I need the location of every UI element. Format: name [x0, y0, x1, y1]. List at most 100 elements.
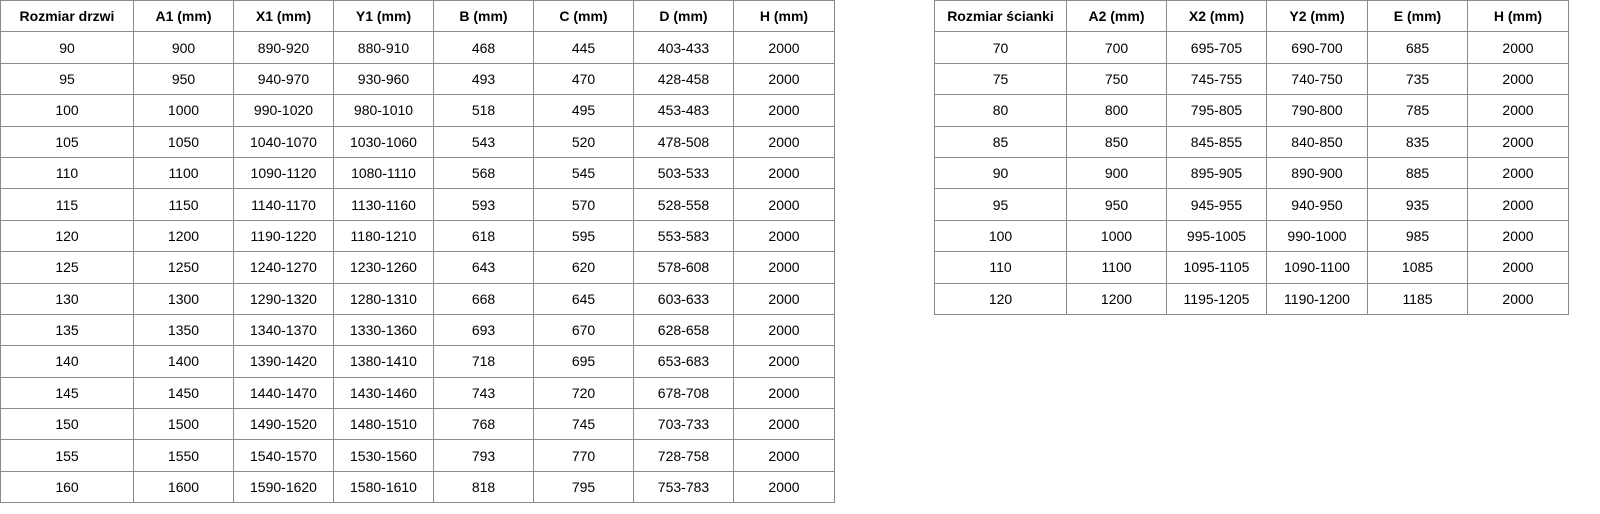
table-cell: 1290-1320 — [233, 282, 334, 315]
table-cell: 2000 — [733, 408, 835, 441]
table-cell: 653-683 — [633, 345, 734, 378]
table-row: 100 1000 990-1020 980-1010 518 495 453-483 2000 — [0, 94, 835, 127]
table-cell: 745 — [533, 408, 634, 441]
table-cell: 90 — [0, 31, 134, 64]
table-cell: 1600 — [133, 470, 234, 504]
table-cell: 2000 — [733, 282, 835, 315]
table-cell: 130 — [0, 282, 134, 315]
table-cell: 495 — [533, 94, 634, 127]
table-row: 80 800 795-805 790-800 785 2000 — [934, 94, 1569, 127]
table-cell: 520 — [533, 125, 634, 158]
table-cell: 1550 — [133, 439, 234, 472]
table-cell: 493 — [433, 62, 534, 96]
table-row: 130 1300 1290-1320 1280-1310 668 645 603-633 20… — [0, 282, 835, 315]
table-cell: 1140-1170 — [233, 188, 334, 221]
table-cell: 595 — [533, 219, 634, 253]
table-cell: 478-508 — [633, 125, 734, 158]
table-row: 125 1250 1240-1270 1230-1260 643 620 578-608 20… — [0, 251, 835, 284]
table-cell: 2000 — [733, 219, 835, 253]
table-cell: 668 — [433, 282, 534, 315]
table-cell: 1185 — [1367, 282, 1468, 315]
table-cell: 403-433 — [633, 31, 734, 64]
table-cell: 1230-1260 — [333, 251, 434, 284]
table-cell: 703-733 — [633, 408, 734, 441]
table-row: 115 1150 1140-1170 1130-1160 593 570 528-558 20… — [0, 188, 835, 221]
table-row: 85 850 845-855 840-850 835 2000 — [934, 125, 1569, 158]
table-cell: 930-960 — [333, 62, 434, 96]
table-cell: 1190-1220 — [233, 219, 334, 253]
table-cell: 720 — [533, 376, 634, 410]
table-cell: 1280-1310 — [333, 282, 434, 315]
table-cell: 2000 — [1467, 156, 1569, 190]
table-cell: 543 — [433, 125, 534, 158]
table-cell: 110 — [934, 251, 1067, 284]
table-cell: 1200 — [133, 219, 234, 253]
table-cell: 753-783 — [633, 470, 734, 504]
table-cell: 2000 — [733, 439, 835, 472]
table-row: 110 1100 1095-1105 1090-1100 1085 2000 — [934, 251, 1569, 284]
table-row: 150 1500 1490-1520 1480-1510 768 745 703-733 20… — [0, 408, 835, 441]
table-cell: 890-920 — [233, 31, 334, 64]
table-cell: 1150 — [133, 188, 234, 221]
table-row: 90 900 895-905 890-900 885 2000 — [934, 156, 1569, 190]
table-cell: 785 — [1367, 94, 1468, 127]
table-cell: 1085 — [1367, 251, 1468, 284]
table-cell: 735 — [1367, 62, 1468, 96]
table-cell: 885 — [1367, 156, 1468, 190]
table-cell: 768 — [433, 408, 534, 441]
table-cell: 990-1020 — [233, 94, 334, 127]
table-cell: 950 — [133, 62, 234, 96]
table-cell: 900 — [133, 31, 234, 64]
column-header: Rozmiar drzwi — [0, 0, 134, 33]
table-cell: 70 — [934, 31, 1067, 64]
table-cell: 1090-1120 — [233, 156, 334, 190]
table-cell: 1480-1510 — [333, 408, 434, 441]
table-cell: 895-905 — [1166, 156, 1267, 190]
table-cell: 700 — [1066, 31, 1167, 64]
table-cell: 800 — [1066, 94, 1167, 127]
table-cell: 1100 — [1066, 251, 1167, 284]
table-cell: 795 — [533, 470, 634, 504]
column-header: E (mm) — [1367, 0, 1468, 33]
table-cell: 628-658 — [633, 313, 734, 347]
table-cell: 690-700 — [1266, 31, 1368, 64]
table-cell: 100 — [934, 219, 1067, 253]
table-cell: 2000 — [733, 345, 835, 378]
table-cell: 115 — [0, 188, 134, 221]
table-cell: 545 — [533, 156, 634, 190]
table-cell: 618 — [433, 219, 534, 253]
table-cell: 1490-1520 — [233, 408, 334, 441]
table-cell: 503-533 — [633, 156, 734, 190]
table-cell: 670 — [533, 313, 634, 347]
table-cell: 1090-1100 — [1266, 251, 1368, 284]
table-cell: 528-558 — [633, 188, 734, 221]
table-row: 75 750 745-755 740-750 735 2000 — [934, 62, 1569, 96]
table-row: 105 1050 1040-1070 1030-1060 543 520 478-508 20… — [0, 125, 835, 158]
table-cell: 645 — [533, 282, 634, 315]
table-cell: 1380-1410 — [333, 345, 434, 378]
table-cell: 685 — [1367, 31, 1468, 64]
table-cell: 85 — [934, 125, 1067, 158]
column-header: A2 (mm) — [1066, 0, 1167, 33]
table-row: 95 950 940-970 930-960 493 470 428-458 2000 — [0, 62, 835, 96]
table-cell: 2000 — [1467, 125, 1569, 158]
table-cell: 940-950 — [1266, 188, 1368, 221]
table-cell: 678-708 — [633, 376, 734, 410]
table-cell: 95 — [934, 188, 1067, 221]
table-cell: 1530-1560 — [333, 439, 434, 472]
table-cell: 1330-1360 — [333, 313, 434, 347]
table-cell: 950 — [1066, 188, 1167, 221]
table-cell: 470 — [533, 62, 634, 96]
table-cell: 1300 — [133, 282, 234, 315]
table-row: 140 1400 1390-1420 1380-1410 718 695 653-683 20… — [0, 345, 835, 378]
table-cell: 845-855 — [1166, 125, 1267, 158]
column-header: X1 (mm) — [233, 0, 334, 33]
table-cell: 2000 — [733, 31, 835, 64]
table-cell: 1250 — [133, 251, 234, 284]
table-cell: 2000 — [1467, 251, 1569, 284]
table-cell: 1540-1570 — [233, 439, 334, 472]
table-cell: 150 — [0, 408, 134, 441]
table-cell: 155 — [0, 439, 134, 472]
table-cell: 745-755 — [1166, 62, 1267, 96]
table-row: 100 1000 995-1005 990-1000 985 2000 — [934, 219, 1569, 253]
